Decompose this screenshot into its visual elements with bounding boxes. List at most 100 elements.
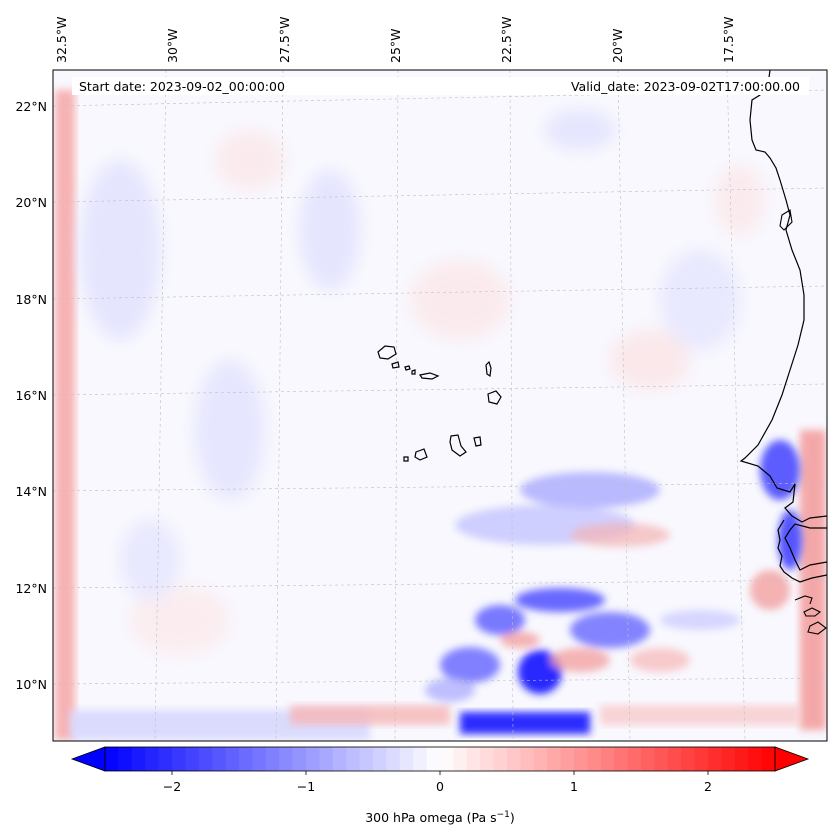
west-boundary-band: [55, 90, 75, 740]
colorbar-tick: −1: [297, 779, 315, 794]
colorbar-tick: −2: [163, 779, 181, 794]
santo-antao-island: [377, 345, 397, 360]
colorbar-segment: [145, 747, 160, 771]
colorbar-label: 300 hPa omega (Pa s−1): [365, 810, 515, 825]
lat-label: 14°N: [15, 484, 47, 499]
lon-label: 25°W: [388, 28, 403, 63]
gridlines: [53, 70, 827, 741]
colorbar-segment: [198, 747, 213, 771]
lon-label: 22.5°W: [499, 17, 514, 63]
lat-label: 20°N: [15, 195, 47, 210]
lat-label: 10°N: [15, 677, 47, 692]
colorbar-tick: 0: [436, 779, 444, 794]
colorbar-segment: [734, 747, 749, 771]
cape-verde-islands: [377, 345, 502, 462]
colorbar-segment: [131, 747, 146, 771]
fogo-island: [414, 448, 428, 461]
colorbar-segment: [681, 747, 696, 771]
south-band-red-east: [600, 705, 800, 725]
africa-coastline: [739, 70, 827, 583]
longitude-axis: 32.5°W 30°W 27.5°W 25°W 22.5°W 20°W 17.5…: [54, 17, 736, 63]
colorbar-segment: [761, 747, 776, 771]
colorbar-segment: [386, 747, 401, 771]
colorbar-segment: [413, 747, 428, 771]
colorbar-segments: [105, 747, 776, 771]
sao-vicente-island: [391, 361, 400, 369]
colorbar-segment: [480, 747, 495, 771]
colorbar-segment: [627, 747, 642, 771]
map-panel: Start date: 2023-09-02_00:00:00 Valid_da…: [52, 69, 828, 742]
colorbar-segment: [694, 747, 709, 771]
colorbar-segment: [440, 747, 454, 771]
colorbar-segment: [225, 747, 240, 771]
colorbar-segment: [587, 747, 602, 771]
sal-island: [485, 360, 492, 378]
lat-label: 18°N: [15, 292, 47, 307]
colorbar: −2 −1 0 1 2 300 hPa omega (Pa s−1): [70, 746, 810, 825]
colorbar-segment: [667, 747, 682, 771]
lat-label: 16°N: [15, 388, 47, 403]
colorbar-segment: [399, 747, 414, 771]
colorbar-segment: [105, 747, 119, 771]
start-date-label: Start date: 2023-09-02_00:00:00: [79, 79, 285, 94]
latitude-axis: 22°N 20°N 18°N 16°N 14°N 12°N 10°N: [15, 99, 47, 692]
colorbar-segment: [654, 747, 669, 771]
colorbar-segment: [453, 747, 468, 771]
colorbar-segment: [748, 747, 763, 771]
colorbar-segment: [547, 747, 562, 771]
colorbar-segment: [708, 747, 722, 771]
boa-vista-island: [487, 390, 502, 405]
lon-label: 27.5°W: [277, 17, 292, 63]
colorbar-segment: [359, 747, 374, 771]
brava-island: [403, 456, 409, 462]
colorbar-segment: [560, 747, 575, 771]
colorbar-segment: [520, 747, 535, 771]
colorbar-tick: 1: [570, 779, 578, 794]
colorbar-segment: [239, 747, 253, 771]
colorbar-segment: [721, 747, 736, 771]
colorbar-segment: [252, 747, 267, 771]
colorbar-segment: [265, 747, 280, 771]
lon-label: 17.5°W: [721, 17, 736, 63]
guinea-bissau-islands: [794, 595, 827, 635]
colorbar-segment: [185, 747, 200, 771]
maio-island: [473, 436, 482, 447]
south-band-blue: [460, 712, 590, 734]
header-bar: [72, 77, 809, 95]
colorbar-segment: [118, 747, 133, 771]
lon-label: 30°W: [165, 28, 180, 63]
colorbar-segment: [466, 747, 481, 771]
south-band-red: [290, 705, 450, 725]
colorbar-segment: [493, 747, 508, 771]
colorbar-segment: [306, 747, 320, 771]
colorbar-segment: [574, 747, 588, 771]
colorbar-min-extend: [70, 746, 106, 772]
colorbar-segment: [292, 747, 307, 771]
colorbar-segment: [533, 747, 548, 771]
colorbar-segment: [373, 747, 387, 771]
colorbar-segment: [346, 747, 361, 771]
colorbar-segment: [641, 747, 655, 771]
omega-field: [53, 70, 827, 741]
colorbar-segment: [158, 747, 173, 771]
lat-label: 12°N: [15, 581, 47, 596]
colorbar-max-extend: [774, 746, 810, 772]
santiago-island: [449, 434, 467, 457]
colorbar-segment: [600, 747, 615, 771]
lon-label: 32.5°W: [54, 17, 69, 63]
sao-nicolau-island: [419, 372, 440, 380]
valid-date-label: Valid_date: 2023-09-02T17:00:00.00: [571, 79, 800, 94]
lat-label: 22°N: [15, 99, 47, 114]
colorbar-segment: [426, 747, 441, 771]
cape-blanc: [779, 209, 793, 231]
map-frame: [52, 69, 828, 742]
colorbar-segment: [319, 747, 334, 771]
colorbar-segment: [614, 747, 629, 771]
colorbar-segment: [212, 747, 227, 771]
colorbar-tick: 2: [704, 779, 712, 794]
colorbar-segment: [507, 747, 521, 771]
colorbar-segment: [279, 747, 294, 771]
lon-label: 20°W: [610, 28, 625, 63]
colorbar-segment: [172, 747, 186, 771]
